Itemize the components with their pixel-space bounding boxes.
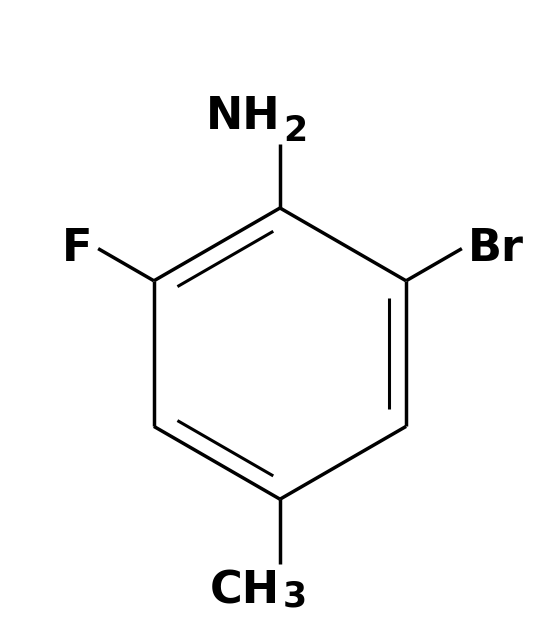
Text: CH: CH	[210, 569, 280, 612]
Text: F: F	[62, 227, 92, 270]
Text: Br: Br	[468, 227, 524, 270]
Text: 2: 2	[283, 114, 307, 148]
Text: NH: NH	[206, 95, 280, 138]
Text: 3: 3	[283, 579, 307, 613]
